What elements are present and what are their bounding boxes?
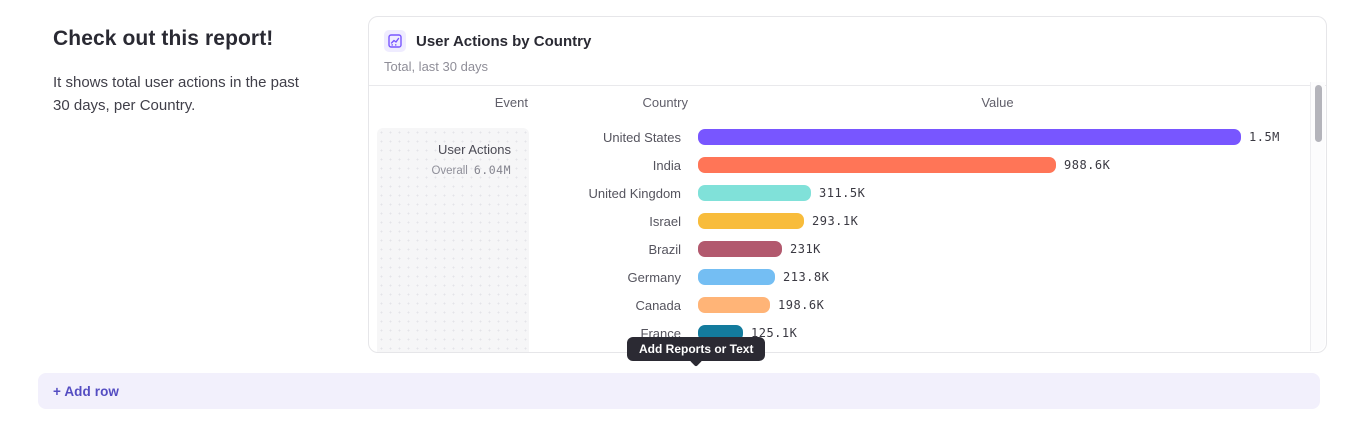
table-row: Germany 213.8K — [369, 263, 1306, 291]
value-bar[interactable] — [698, 185, 811, 201]
text-block-body: It shows total user actions in the past … — [53, 74, 299, 114]
tooltip-arrow-icon — [689, 354, 703, 367]
bar-cell: 213.8K — [698, 269, 1306, 285]
value-label: 293.1K — [812, 214, 859, 228]
event-total: 6.04M — [473, 163, 511, 177]
bar-cell: 198.6K — [698, 297, 1306, 313]
value-label: 311.5K — [819, 186, 866, 200]
value-label: 1.5M — [1249, 130, 1280, 144]
report-title: User Actions by Country — [416, 32, 592, 50]
value-label: 213.8K — [783, 270, 830, 284]
column-header-event: Event — [494, 94, 528, 110]
report-card-header: User Actions by Country Total, last 30 d… — [369, 17, 1326, 85]
country-label: France — [640, 325, 681, 341]
add-row-label: + Add row — [53, 383, 120, 399]
country-label: Brazil — [648, 241, 681, 257]
country-label: Germany — [627, 269, 681, 285]
event-meta: Overall 6.04M — [387, 163, 511, 177]
add-reports-tooltip: Add Reports or Text — [627, 337, 766, 367]
event-aggregation: Overall — [431, 165, 468, 177]
table-row: United States 1.5M — [369, 123, 1306, 151]
add-row-button[interactable]: + Add row — [38, 373, 1320, 409]
table-row: Israel 293.1K — [369, 207, 1306, 235]
table-row: Canada 198.6K — [369, 291, 1306, 319]
value-bar[interactable] — [698, 269, 775, 285]
column-header-value: Value — [981, 94, 1014, 110]
bar-cell: 125.1K — [698, 325, 1306, 341]
chart-rows: United States 1.5M India 988.6K United Kingd… — [369, 123, 1306, 347]
column-header-country: Country — [642, 94, 688, 110]
value-bar[interactable] — [698, 157, 1056, 173]
bar-cell: 311.5K — [698, 185, 1306, 201]
value-bar[interactable] — [698, 129, 1241, 145]
table-column-headers: Event Country Value — [369, 81, 1306, 123]
table-row: United Kingdom 311.5K — [369, 179, 1306, 207]
country-label: Canada — [635, 297, 681, 313]
country-label: Israel — [649, 213, 681, 229]
bar-cell: 1.5M — [698, 129, 1306, 145]
text-block[interactable]: Check out this report! It shows total us… — [53, 27, 303, 117]
event-name: User Actions — [438, 142, 511, 157]
scrollbar-track[interactable] — [1310, 82, 1325, 351]
country-label: India — [652, 157, 681, 173]
bar-cell: 988.6K — [698, 157, 1306, 173]
table-row: India 988.6K — [369, 151, 1306, 179]
value-bar[interactable] — [698, 297, 770, 313]
value-label: 231K — [790, 242, 821, 256]
country-label: United Kingdom — [588, 185, 682, 201]
tooltip-label: Add Reports or Text — [639, 342, 754, 356]
value-label: 198.6K — [778, 298, 825, 312]
scrollbar-thumb[interactable] — [1314, 85, 1322, 142]
value-label: 125.1K — [751, 326, 798, 340]
card-divider — [369, 85, 1326, 86]
bar-cell: 231K — [698, 241, 1306, 257]
report-subtitle: Total, last 30 days — [384, 59, 489, 74]
country-label: United States — [602, 129, 681, 145]
report-card[interactable]: User Actions by Country Total, last 30 d… — [368, 16, 1327, 353]
value-label: 988.6K — [1064, 158, 1111, 172]
table-row: Brazil 231K — [369, 235, 1306, 263]
line-chart-icon — [384, 30, 406, 52]
value-bar[interactable] — [698, 213, 804, 229]
text-block-title: Check out this report! — [53, 27, 274, 50]
value-bar[interactable] — [698, 241, 782, 257]
bar-cell: 293.1K — [698, 213, 1306, 229]
event-cell[interactable]: User Actions Overall 6.04M — [377, 128, 529, 352]
